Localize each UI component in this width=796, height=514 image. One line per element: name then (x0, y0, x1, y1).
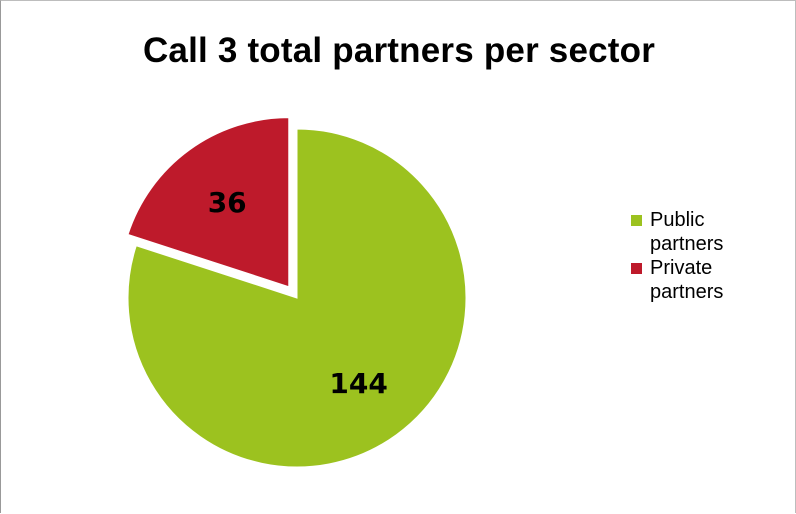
legend-label-public: Public partners (650, 209, 724, 255)
chart-title: Call 3 total partners per sector (142, 31, 656, 70)
pie-slice-public (127, 128, 467, 468)
legend-swatch-private (631, 263, 642, 274)
legend: Public partners Private partners (631, 208, 791, 304)
pie-slice-private (127, 117, 290, 288)
pie-label-private: 36 (208, 186, 247, 219)
legend-item-public: Public partners (631, 208, 760, 256)
legend-item-private: Private partners (631, 256, 760, 304)
pie-label-public: 144 (329, 367, 387, 400)
legend-label-private: Private partners (650, 257, 724, 303)
legend-swatch-public (631, 215, 642, 226)
